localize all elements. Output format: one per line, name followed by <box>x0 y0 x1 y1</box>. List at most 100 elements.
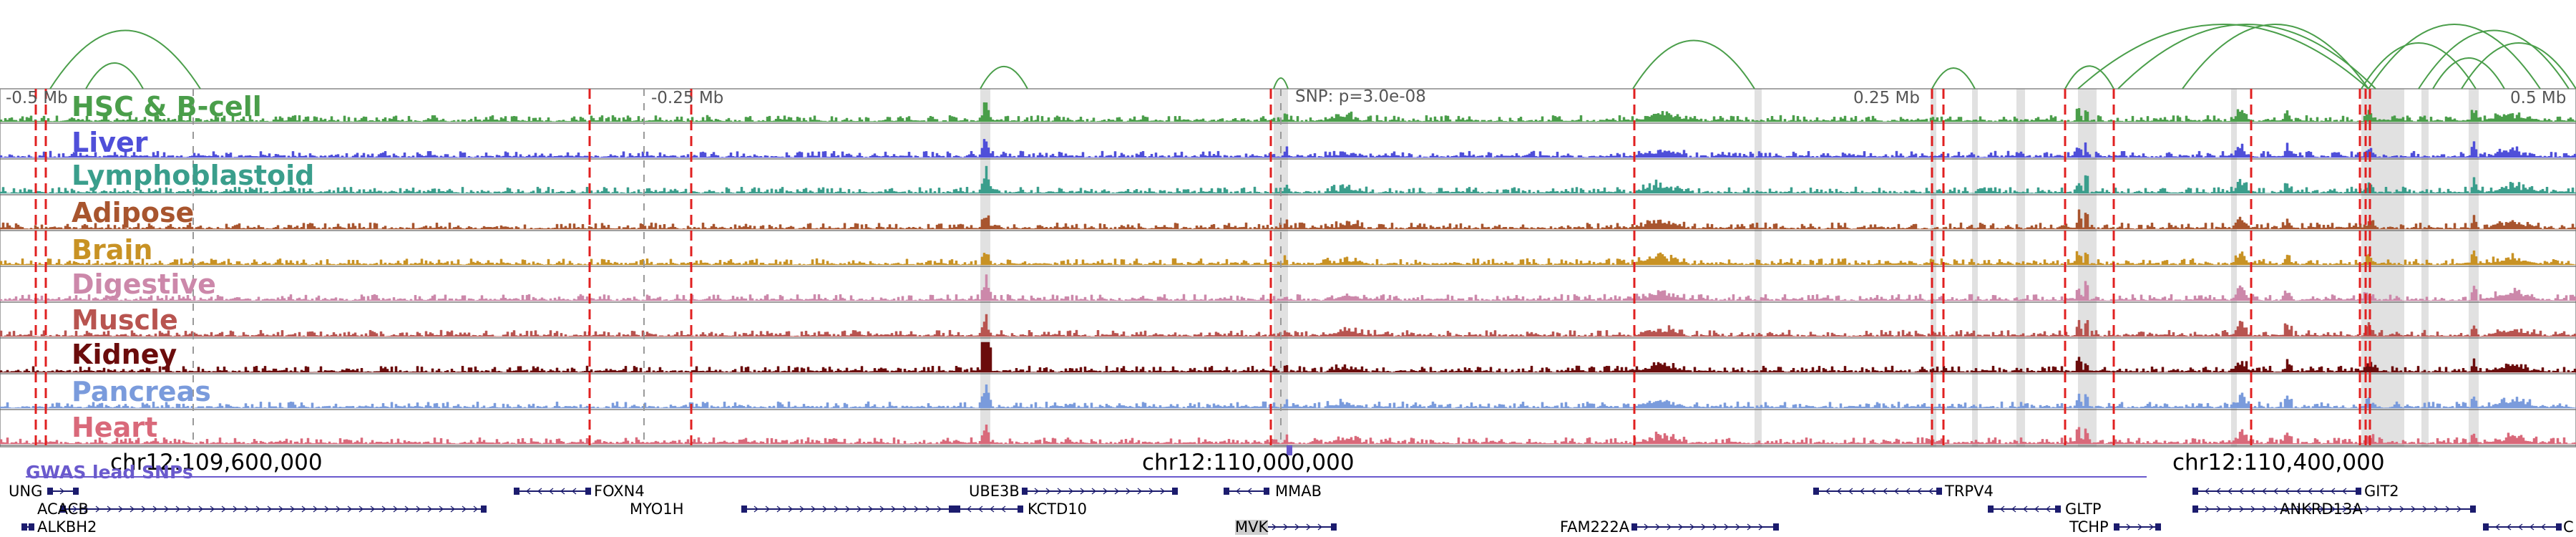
gene-label-ankrd13a[interactable]: ANKRD13A <box>2280 500 2363 518</box>
gene-exon-start-4 <box>514 488 519 495</box>
track-signal-7 <box>0 314 2576 337</box>
strand-arrow-icon <box>1114 488 1120 495</box>
strand-arrow-icon <box>1905 488 1911 495</box>
gene-label-mvk[interactable]: MVK <box>1235 518 1269 536</box>
loop-arc-3 <box>980 66 1028 90</box>
strand-arrow-icon <box>1999 505 2005 513</box>
strand-arrow-icon <box>1655 523 1661 531</box>
strand-arrow-icon <box>1148 488 1154 495</box>
track-signal-8 <box>0 342 2576 373</box>
gene-label-gltp[interactable]: GLTP <box>2065 500 2102 518</box>
strand-arrow-icon <box>2126 523 2132 531</box>
strand-arrow-icon <box>857 505 862 513</box>
gene-exon-end-4 <box>585 488 591 495</box>
snp-pvalue-label: SNP: p=3.0e-08 <box>1295 87 1426 106</box>
strand-arrow-icon <box>187 505 192 513</box>
strand-arrow-icon <box>1859 488 1865 495</box>
loop-arc-5 <box>1632 39 1755 90</box>
chr-tick-label-3: chr12:110,400,000 <box>2172 450 2385 475</box>
gene-exon-end-3 <box>29 523 34 531</box>
gene-exon-end-13 <box>2155 523 2161 531</box>
strand-arrow-icon <box>2273 488 2278 495</box>
strand-arrow-icon <box>381 505 387 513</box>
strand-arrow-icon <box>2506 523 2512 531</box>
gene-label-trpv4[interactable]: TRPV4 <box>1945 483 1994 500</box>
strand-arrow-icon <box>977 505 983 513</box>
strand-arrow-icon <box>1928 488 1933 495</box>
strand-arrow-icon <box>1893 488 1899 495</box>
strand-arrow-icon <box>1306 523 1312 531</box>
strand-arrow-icon <box>267 505 273 513</box>
strand-arrow-icon <box>2331 505 2336 513</box>
gene-exon-start-10 <box>1631 523 1637 531</box>
strand-arrow-icon <box>811 505 816 513</box>
gene-label-c[interactable]: C <box>2563 518 2574 536</box>
chr-tick-label-1: chr12:109,600,000 <box>110 450 323 475</box>
strand-arrow-icon <box>2284 488 2290 495</box>
strand-arrow-icon <box>902 505 908 513</box>
gene-label-alkbh2[interactable]: ALKBH2 <box>37 518 97 536</box>
strand-arrow-icon <box>370 505 376 513</box>
strand-arrow-icon <box>233 505 238 513</box>
gene-exon-start-3 <box>21 523 27 531</box>
strand-arrow-icon <box>2365 505 2371 513</box>
strand-arrow-icon <box>1735 523 1741 531</box>
gene-exon-start-2 <box>60 505 66 513</box>
strand-arrow-icon <box>244 505 250 513</box>
loop-arc-15 <box>2461 42 2576 90</box>
strand-arrow-icon <box>891 505 897 513</box>
track-label-heart: Heart <box>72 412 158 443</box>
strand-arrow-icon <box>753 505 759 513</box>
strand-arrow-icon <box>1283 523 1289 531</box>
strand-arrow-icon <box>118 505 124 513</box>
strand-arrow-icon <box>1272 523 1277 531</box>
gene-label-fam222a[interactable]: FAM222A <box>1560 518 1630 536</box>
strand-arrow-icon <box>2045 505 2051 513</box>
loop-arc-4 <box>1273 77 1289 90</box>
strand-arrow-icon <box>107 505 112 513</box>
gene-exon-start-8 <box>1224 488 1229 495</box>
gene-label-tchp[interactable]: TCHP <box>2069 518 2109 536</box>
coord-left-offset: -0.5 Mb <box>6 89 68 107</box>
track-signal-9 <box>0 384 2576 409</box>
strand-arrow-icon <box>2457 505 2462 513</box>
gene-label-git2[interactable]: GIT2 <box>2364 483 2399 500</box>
gene-label-ube3b[interactable]: UBE3B <box>969 483 1020 500</box>
strand-arrow-icon <box>2205 505 2210 513</box>
strand-arrow-icon <box>788 505 794 513</box>
gene-label-ung[interactable]: UNG <box>9 483 43 500</box>
strand-arrow-icon <box>416 505 421 513</box>
strand-arrow-icon <box>2250 505 2256 513</box>
strand-arrow-icon <box>2399 505 2405 513</box>
strand-arrow-icon <box>2250 488 2255 495</box>
track-label-adipose: Adipose <box>72 197 195 228</box>
gene-label-foxn4[interactable]: FOXN4 <box>594 483 645 500</box>
track-signal-1 <box>0 102 2576 122</box>
strand-arrow-icon <box>1667 523 1672 531</box>
track-label-brain: Brain <box>72 234 153 266</box>
strand-arrow-icon <box>473 505 479 513</box>
gene-exon-start-12 <box>1988 505 1994 513</box>
strand-arrow-icon <box>1235 488 1241 495</box>
gene-label-acacb[interactable]: ACACB <box>37 500 89 518</box>
strand-arrow-icon <box>966 505 972 513</box>
chr-tick-label-2: chr12:110,000,000 <box>1142 450 1355 475</box>
gene-label-mmab[interactable]: MMAB <box>1275 483 1322 500</box>
strand-arrow-icon <box>2215 488 2221 495</box>
strand-arrow-icon <box>2228 505 2233 513</box>
strand-arrow-icon <box>2308 505 2313 513</box>
strand-arrow-icon <box>2216 505 2222 513</box>
strand-arrow-icon <box>1644 523 1649 531</box>
strand-arrow-icon <box>2341 488 2347 495</box>
strand-arrow-icon <box>2445 505 2451 513</box>
strand-arrow-icon <box>834 505 839 513</box>
gene-exon-end-6 <box>1172 488 1178 495</box>
strand-arrow-icon <box>989 505 995 513</box>
loop-arc-8 <box>2077 24 2369 90</box>
gene-label-kctd10[interactable]: KCTD10 <box>1028 500 1088 518</box>
gene-exon-end-15 <box>2470 505 2476 513</box>
strand-arrow-icon <box>278 505 284 513</box>
gene-exon-start-5 <box>741 505 747 513</box>
gene-label-myo1h[interactable]: MYO1H <box>630 500 684 518</box>
